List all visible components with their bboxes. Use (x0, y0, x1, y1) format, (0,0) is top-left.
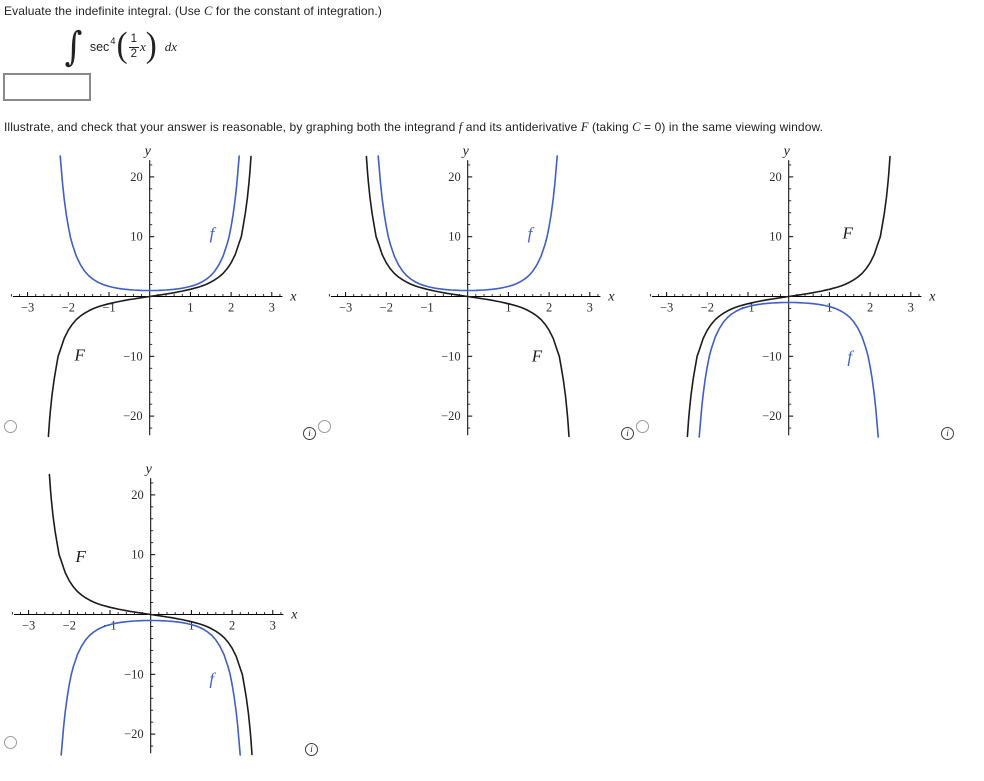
svg-text:−1: −1 (420, 301, 433, 315)
svg-text:x: x (928, 290, 936, 305)
svg-text:1: 1 (188, 619, 194, 633)
svg-text:2: 2 (867, 301, 873, 315)
close-paren: ) (145, 26, 157, 66)
svg-text:−20: −20 (441, 409, 461, 423)
integral-sign: ∫ (64, 24, 83, 70)
svg-text:y: y (143, 144, 152, 159)
svg-text:2: 2 (228, 301, 234, 315)
svg-text:F: F (75, 547, 87, 566)
svg-text:−2: −2 (701, 301, 714, 315)
svg-text:f: f (210, 224, 217, 243)
svg-text:−20: −20 (124, 727, 144, 741)
instruction-text: Illustrate, and check that your answer i… (4, 120, 824, 134)
svg-text:f: f (528, 224, 535, 243)
option-d-radio[interactable] (4, 736, 17, 749)
svg-text:−3: −3 (339, 301, 352, 315)
svg-text:10: 10 (769, 230, 782, 244)
option-c-radio[interactable] (636, 420, 649, 433)
integral-expression: ∫ sec 4 ( 1 2 x ) dx (63, 26, 177, 68)
fraction: 1 2 (128, 33, 139, 60)
svg-text:−20: −20 (123, 409, 143, 423)
svg-text:y: y (461, 144, 470, 159)
svg-text:−2: −2 (62, 301, 75, 315)
svg-text:2: 2 (229, 619, 235, 633)
svg-text:f: f (209, 669, 216, 688)
fraction-denominator: 2 (128, 46, 139, 60)
svg-text:20: 20 (448, 170, 461, 184)
svg-text:F: F (842, 224, 854, 243)
svg-text:1: 1 (187, 301, 193, 315)
sec-function: sec (89, 40, 110, 54)
integrand-variable: x (140, 39, 146, 54)
svg-text:10: 10 (448, 230, 461, 244)
svg-text:10: 10 (131, 548, 144, 562)
svg-text:−10: −10 (441, 349, 461, 363)
open-paren: ( (116, 26, 128, 66)
svg-text:F: F (74, 346, 86, 365)
svg-text:20: 20 (131, 488, 144, 502)
svg-text:f: f (847, 347, 854, 366)
fraction-numerator: 1 (130, 33, 137, 46)
svg-text:1: 1 (505, 301, 511, 315)
svg-text:y: y (144, 462, 153, 477)
svg-text:3: 3 (270, 619, 276, 633)
svg-text:−10: −10 (123, 349, 143, 363)
svg-text:−2: −2 (380, 301, 393, 315)
svg-text:−2: −2 (63, 619, 76, 633)
option-b-radio[interactable] (318, 420, 331, 433)
svg-text:20: 20 (130, 170, 143, 184)
svg-text:20: 20 (769, 170, 782, 184)
option-a-radio[interactable] (4, 420, 17, 433)
svg-text:−1: −1 (103, 619, 116, 633)
option-d-graph: −3 −2 −1 1 2 3 −20 −10 10 20 x y Ff (11, 462, 298, 756)
svg-text:−3: −3 (660, 301, 673, 315)
svg-text:3: 3 (269, 301, 275, 315)
svg-text:F: F (531, 347, 543, 366)
svg-text:2: 2 (546, 301, 552, 315)
svg-text:x: x (290, 608, 298, 623)
svg-text:−20: −20 (762, 409, 782, 423)
option-b-graph: −3 −2 −1 1 2 3 −20 −10 10 20 x y f F (328, 144, 615, 438)
info-icon-c[interactable]: i (941, 427, 954, 440)
exponent: 4 (110, 35, 116, 47)
svg-text:−3: −3 (21, 301, 34, 315)
svg-text:−3: −3 (22, 619, 35, 633)
svg-text:1: 1 (826, 301, 832, 315)
info-icon-a[interactable]: i (303, 427, 316, 440)
svg-text:−10: −10 (762, 349, 782, 363)
svg-text:−10: −10 (124, 667, 144, 681)
differential: dx (164, 39, 178, 54)
problem-prompt: Evaluate the indefinite integral. (Use C… (4, 4, 382, 18)
svg-text:x: x (607, 290, 615, 305)
svg-text:10: 10 (130, 230, 143, 244)
info-icon-d[interactable]: i (305, 743, 318, 756)
svg-text:x: x (289, 290, 297, 305)
answer-input[interactable] (3, 73, 91, 101)
svg-text:y: y (782, 144, 791, 159)
svg-text:3: 3 (908, 301, 914, 315)
svg-text:3: 3 (587, 301, 593, 315)
info-icon-b[interactable]: i (621, 427, 634, 440)
